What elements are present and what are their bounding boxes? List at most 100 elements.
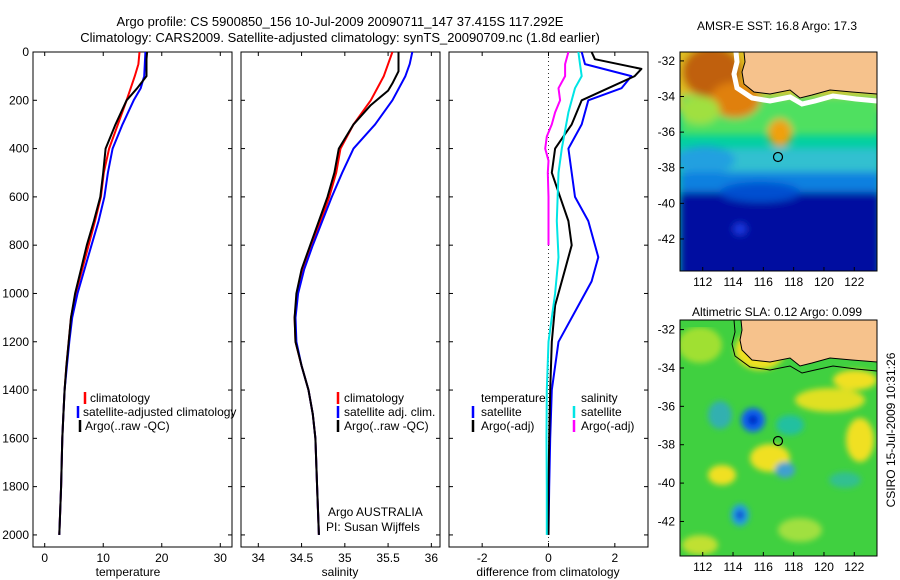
land-mass: [739, 320, 877, 367]
y-tick-label: 400: [9, 142, 29, 156]
difference-panel: -2 0 2 difference from climatology tempera…: [448, 51, 649, 579]
map-x-tick-label: 116: [754, 275, 773, 289]
series-line: [545, 52, 583, 535]
y-tick-label: 2000: [2, 528, 29, 542]
map-x-tick-label: 112: [693, 275, 712, 289]
legend-label: Argo(..raw -QC): [344, 419, 429, 433]
map-x-tick-label: 120: [814, 275, 834, 289]
sla-map-ticks: 112 114 116 118 120 122 -32 -34 -36 -38 -40 -42: [658, 323, 865, 574]
map-x-tick-label: 116: [754, 560, 773, 574]
sla-map-frame: [679, 319, 878, 557]
y-tick-label: 200: [9, 93, 29, 107]
x-tick-label: 36: [425, 551, 439, 565]
difference-legend-salinity: salinity satellite Argo(-adj): [572, 391, 634, 433]
sst-map-frame: [679, 51, 878, 272]
temperature-panel: 0 10 20 30 0 200 400 600 800 1000 1200 1400 1600 1800…: [2, 45, 236, 579]
temperature-x-label: temperature: [96, 565, 161, 579]
legend-label: satellite-adjusted climatology: [83, 405, 236, 419]
sst-map-panel: AMSR-E SST: 16.8 Argo: 17.3 112: [658, 19, 878, 289]
map-x-tick-label: 112: [693, 560, 712, 574]
sst-map-title: AMSR-E SST: 16.8 Argo: 17.3: [697, 19, 857, 33]
difference-lines: [544, 52, 643, 535]
x-tick-label: 34.5: [290, 551, 314, 565]
legend-label: climatology: [344, 391, 404, 405]
x-tick-label: 34: [252, 551, 266, 565]
series-line: [547, 52, 643, 535]
map-y-tick-label: -32: [658, 323, 676, 337]
depth-contour: [731, 320, 877, 374]
coastal-mask: [731, 52, 877, 107]
sla-field: [680, 327, 877, 555]
map-x-tick-label: 118: [784, 275, 803, 289]
map-y-tick-label: -42: [658, 514, 676, 528]
series-line: [58, 52, 149, 535]
map-y-tick-label: -38: [658, 161, 676, 175]
x-tick-label: 0: [41, 551, 48, 565]
legend-label: satellite: [581, 405, 622, 419]
x-tick-label: 10: [97, 551, 111, 565]
salinity-legend: climatology satellite adj. clim. Argo(..…: [336, 391, 435, 433]
map-x-tick-label: 120: [814, 560, 834, 574]
salinity-axes-frame: [240, 51, 441, 548]
x-tick-label: 20: [155, 551, 169, 565]
legend-label: satellite adj. clim.: [344, 405, 435, 419]
y-tick-label: 1600: [2, 431, 29, 445]
legend-label: Argo(..raw -QC): [85, 419, 170, 433]
difference-ticks: -2 0 2: [449, 51, 648, 565]
land-mass: [741, 52, 877, 99]
x-tick-label: 0: [545, 551, 552, 565]
map-y-tick-label: -40: [658, 476, 676, 490]
series-line: [547, 52, 633, 535]
legend-heading: temperature: [481, 391, 546, 405]
series-line: [544, 52, 570, 246]
temperature-lines: [58, 52, 149, 535]
map-y-tick-label: -36: [658, 125, 676, 139]
difference-legend-temperature: temperature satellite Argo(-adj): [471, 391, 546, 433]
footer-timestamp: CSIRO 15-Jul-2009 10:31:26: [884, 352, 898, 507]
salinity-panel: 34 34.5 35 35.5 36 salinity climatology sate…: [240, 51, 441, 579]
salinity-x-label: salinity: [322, 565, 359, 579]
salinity-lines: [293, 52, 414, 535]
map-y-tick-label: -32: [658, 54, 676, 68]
map-x-tick-label: 122: [844, 560, 864, 574]
sst-map-ticks: 112 114 116 118 120 122 -32 -34 -36 -38 -40 -42: [658, 54, 865, 289]
map-x-tick-label: 114: [723, 275, 742, 289]
x-tick-label: 35: [338, 551, 352, 565]
temperature-axes-frame: [32, 51, 233, 548]
figure-title-line2: Climatology: CARS2009. Satellite-adjuste…: [80, 30, 600, 45]
map-y-tick-label: -34: [658, 361, 676, 375]
y-tick-label: 600: [9, 190, 29, 204]
legend-label: Argo(-adj): [581, 419, 634, 433]
sla-map-title: Altimetric SLA: 0.12 Argo: 0.099: [692, 305, 862, 319]
x-tick-label: 2: [611, 551, 618, 565]
map-x-tick-label: 122: [844, 275, 864, 289]
difference-x-label: difference from climatology: [476, 565, 619, 579]
legend-label: satellite: [481, 405, 522, 419]
map-x-tick-label: 114: [723, 560, 742, 574]
x-tick-label: -2: [477, 551, 488, 565]
pi-annotation: PI: Susan Wijffels: [326, 520, 420, 534]
y-tick-label: 1800: [2, 480, 29, 494]
y-tick-label: 1000: [2, 286, 29, 300]
sla-map-panel: Altimetric SLA: 0.12 Argo: 0.099: [658, 305, 878, 574]
y-tick-label: 800: [9, 238, 29, 252]
temperature-ticks: 0 10 20 30 0 200 400 600 800 1000 1200 1400 1600 1800…: [2, 45, 232, 565]
argo-float-marker: [772, 435, 784, 447]
map-x-tick-label: 118: [784, 560, 803, 574]
argo-float-marker: [772, 151, 784, 163]
y-tick-label: 0: [22, 45, 29, 59]
legend-label: Argo(-adj): [481, 419, 534, 433]
series-line: [293, 52, 400, 535]
argo-program-annotation: Argo AUSTRALIA: [328, 505, 423, 519]
map-y-tick-label: -38: [658, 438, 676, 452]
map-y-tick-label: -34: [658, 90, 676, 104]
map-y-tick-label: -40: [658, 196, 676, 210]
temperature-legend: climatology satellite-adjusted climatolo…: [76, 391, 236, 433]
map-y-tick-label: -36: [658, 399, 676, 413]
x-tick-label: 35.5: [376, 551, 400, 565]
salinity-ticks: 34 34.5 35 35.5 36: [241, 51, 440, 565]
legend-label: climatology: [90, 391, 150, 405]
y-tick-label: 1400: [2, 383, 29, 397]
x-tick-label: 30: [214, 551, 228, 565]
map-y-tick-label: -42: [658, 232, 676, 246]
